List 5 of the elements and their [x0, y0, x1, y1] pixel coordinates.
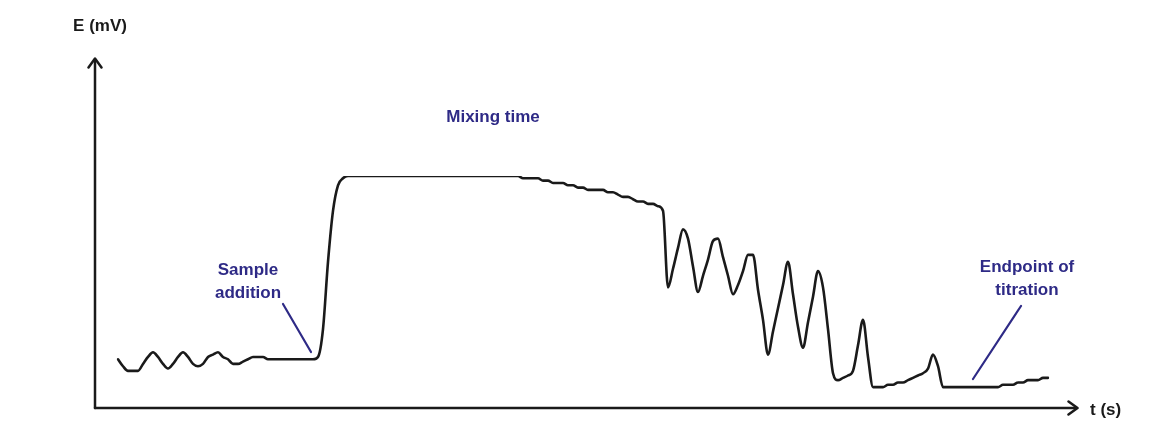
annotation: Endpoint of titration [979, 256, 1075, 299]
x-axis-title: t (s) [1090, 399, 1122, 419]
annotation: Sample addition [214, 259, 282, 302]
text: E (mV) [73, 15, 127, 35]
text: Mixing time [446, 106, 540, 126]
